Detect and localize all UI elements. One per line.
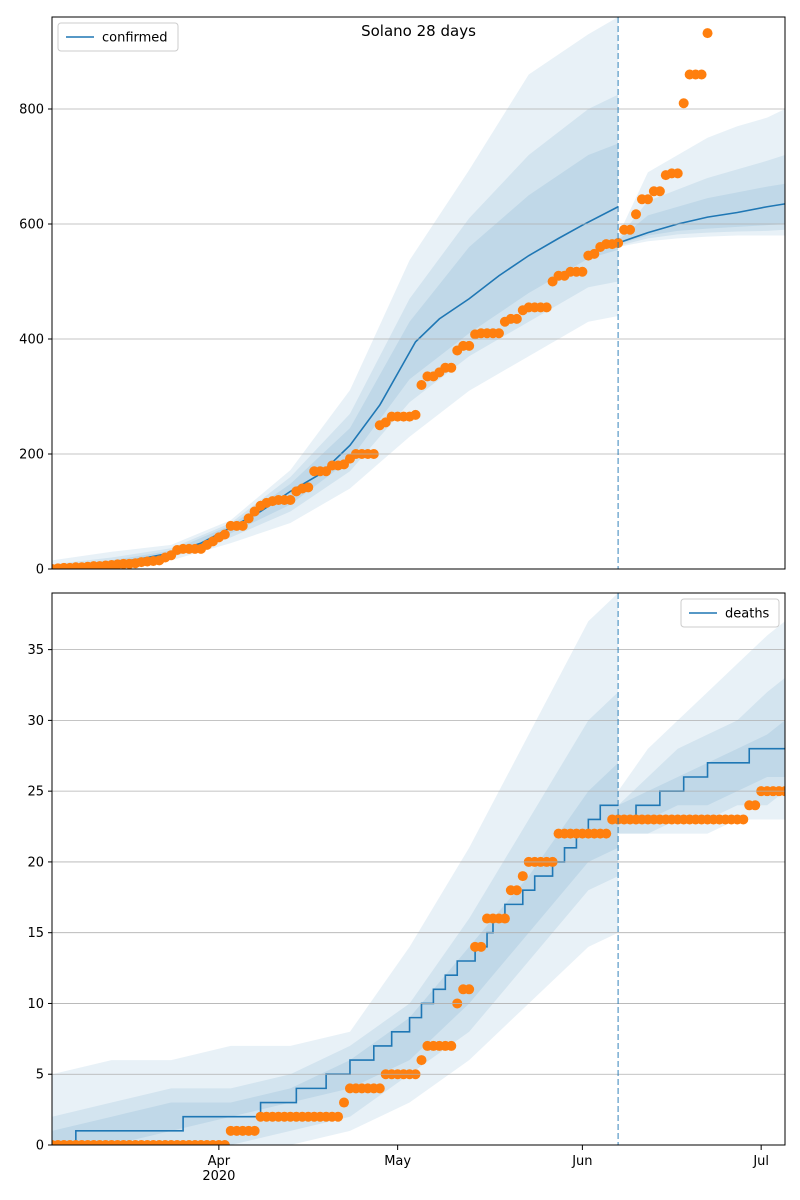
confidence-band [618,621,785,834]
observed-point [654,186,665,197]
x-tick-label: Jun [571,1154,592,1169]
y-tick-label: 15 [27,926,44,941]
plot-area [52,593,785,1145]
observed-point [303,482,314,493]
legend-box [680,598,780,628]
plot-area [52,17,785,569]
confidence-band [52,593,619,1145]
observed-point [577,266,588,277]
observed-point [243,513,254,524]
model-line [618,747,785,821]
observed-point [589,248,600,259]
x-tick-label: Apr 2020 [202,1154,235,1184]
y-tick-label: 200 [19,448,44,463]
observed-point [750,800,761,811]
observed-point [249,1125,260,1136]
axes-frame [51,592,786,1146]
y-tick-label: 600 [19,218,44,233]
x-tick-label: Jul [752,1154,769,1169]
observed-point [446,1040,457,1051]
y-tick-label: 800 [19,103,44,118]
observed-point [672,168,683,179]
confidence-band [618,155,785,246]
y-tick-label: 0 [36,1139,44,1154]
observed-point [446,362,457,373]
observed-point [219,529,230,540]
legend-label: deaths [725,607,770,622]
observed-point [464,340,475,351]
axes-frame [51,16,786,570]
observed-point [738,814,749,825]
confidence-band [618,109,785,247]
y-tick-label: 0 [36,563,44,578]
confidence-band [52,94,619,569]
observed-point [464,984,475,995]
y-tick-label: 30 [27,714,44,729]
observed-point [511,313,522,324]
y-tick-label: 35 [27,643,44,658]
observed-point [702,28,713,39]
observed-point [476,941,487,952]
confidence-band [52,17,619,569]
observed-point [410,409,421,420]
observed-point [642,194,653,205]
observed-point [499,913,510,924]
observed-point [416,1055,427,1066]
y-tick-label: 20 [27,855,44,870]
observed-point [219,1140,230,1145]
legend-label: confirmed [102,31,168,46]
observed-point [696,69,707,80]
observed-point [374,1083,385,1094]
observed-point [625,224,636,235]
observed-point [416,380,427,390]
observed-point [511,885,522,896]
observed-point [493,328,504,339]
legend-box [57,22,179,52]
y-tick-label: 10 [27,997,44,1012]
observed-point [339,1097,350,1108]
confidence-band [52,762,619,1145]
chart-title: Solano 28 days [361,22,476,40]
observed-point [285,495,296,505]
observed-point [541,302,552,313]
y-tick-label: 400 [19,333,44,348]
observed-point [678,98,689,109]
observed-point [517,871,528,882]
observed-point [601,828,612,839]
x-tick-label: May [384,1154,411,1169]
model-line [617,203,785,244]
observed-point [631,209,642,220]
observed-point [333,1111,344,1122]
y-tick-label: 25 [27,785,44,800]
y-tick-label: 5 [36,1068,44,1083]
confidence-band [52,143,619,569]
observed-point [237,520,248,531]
